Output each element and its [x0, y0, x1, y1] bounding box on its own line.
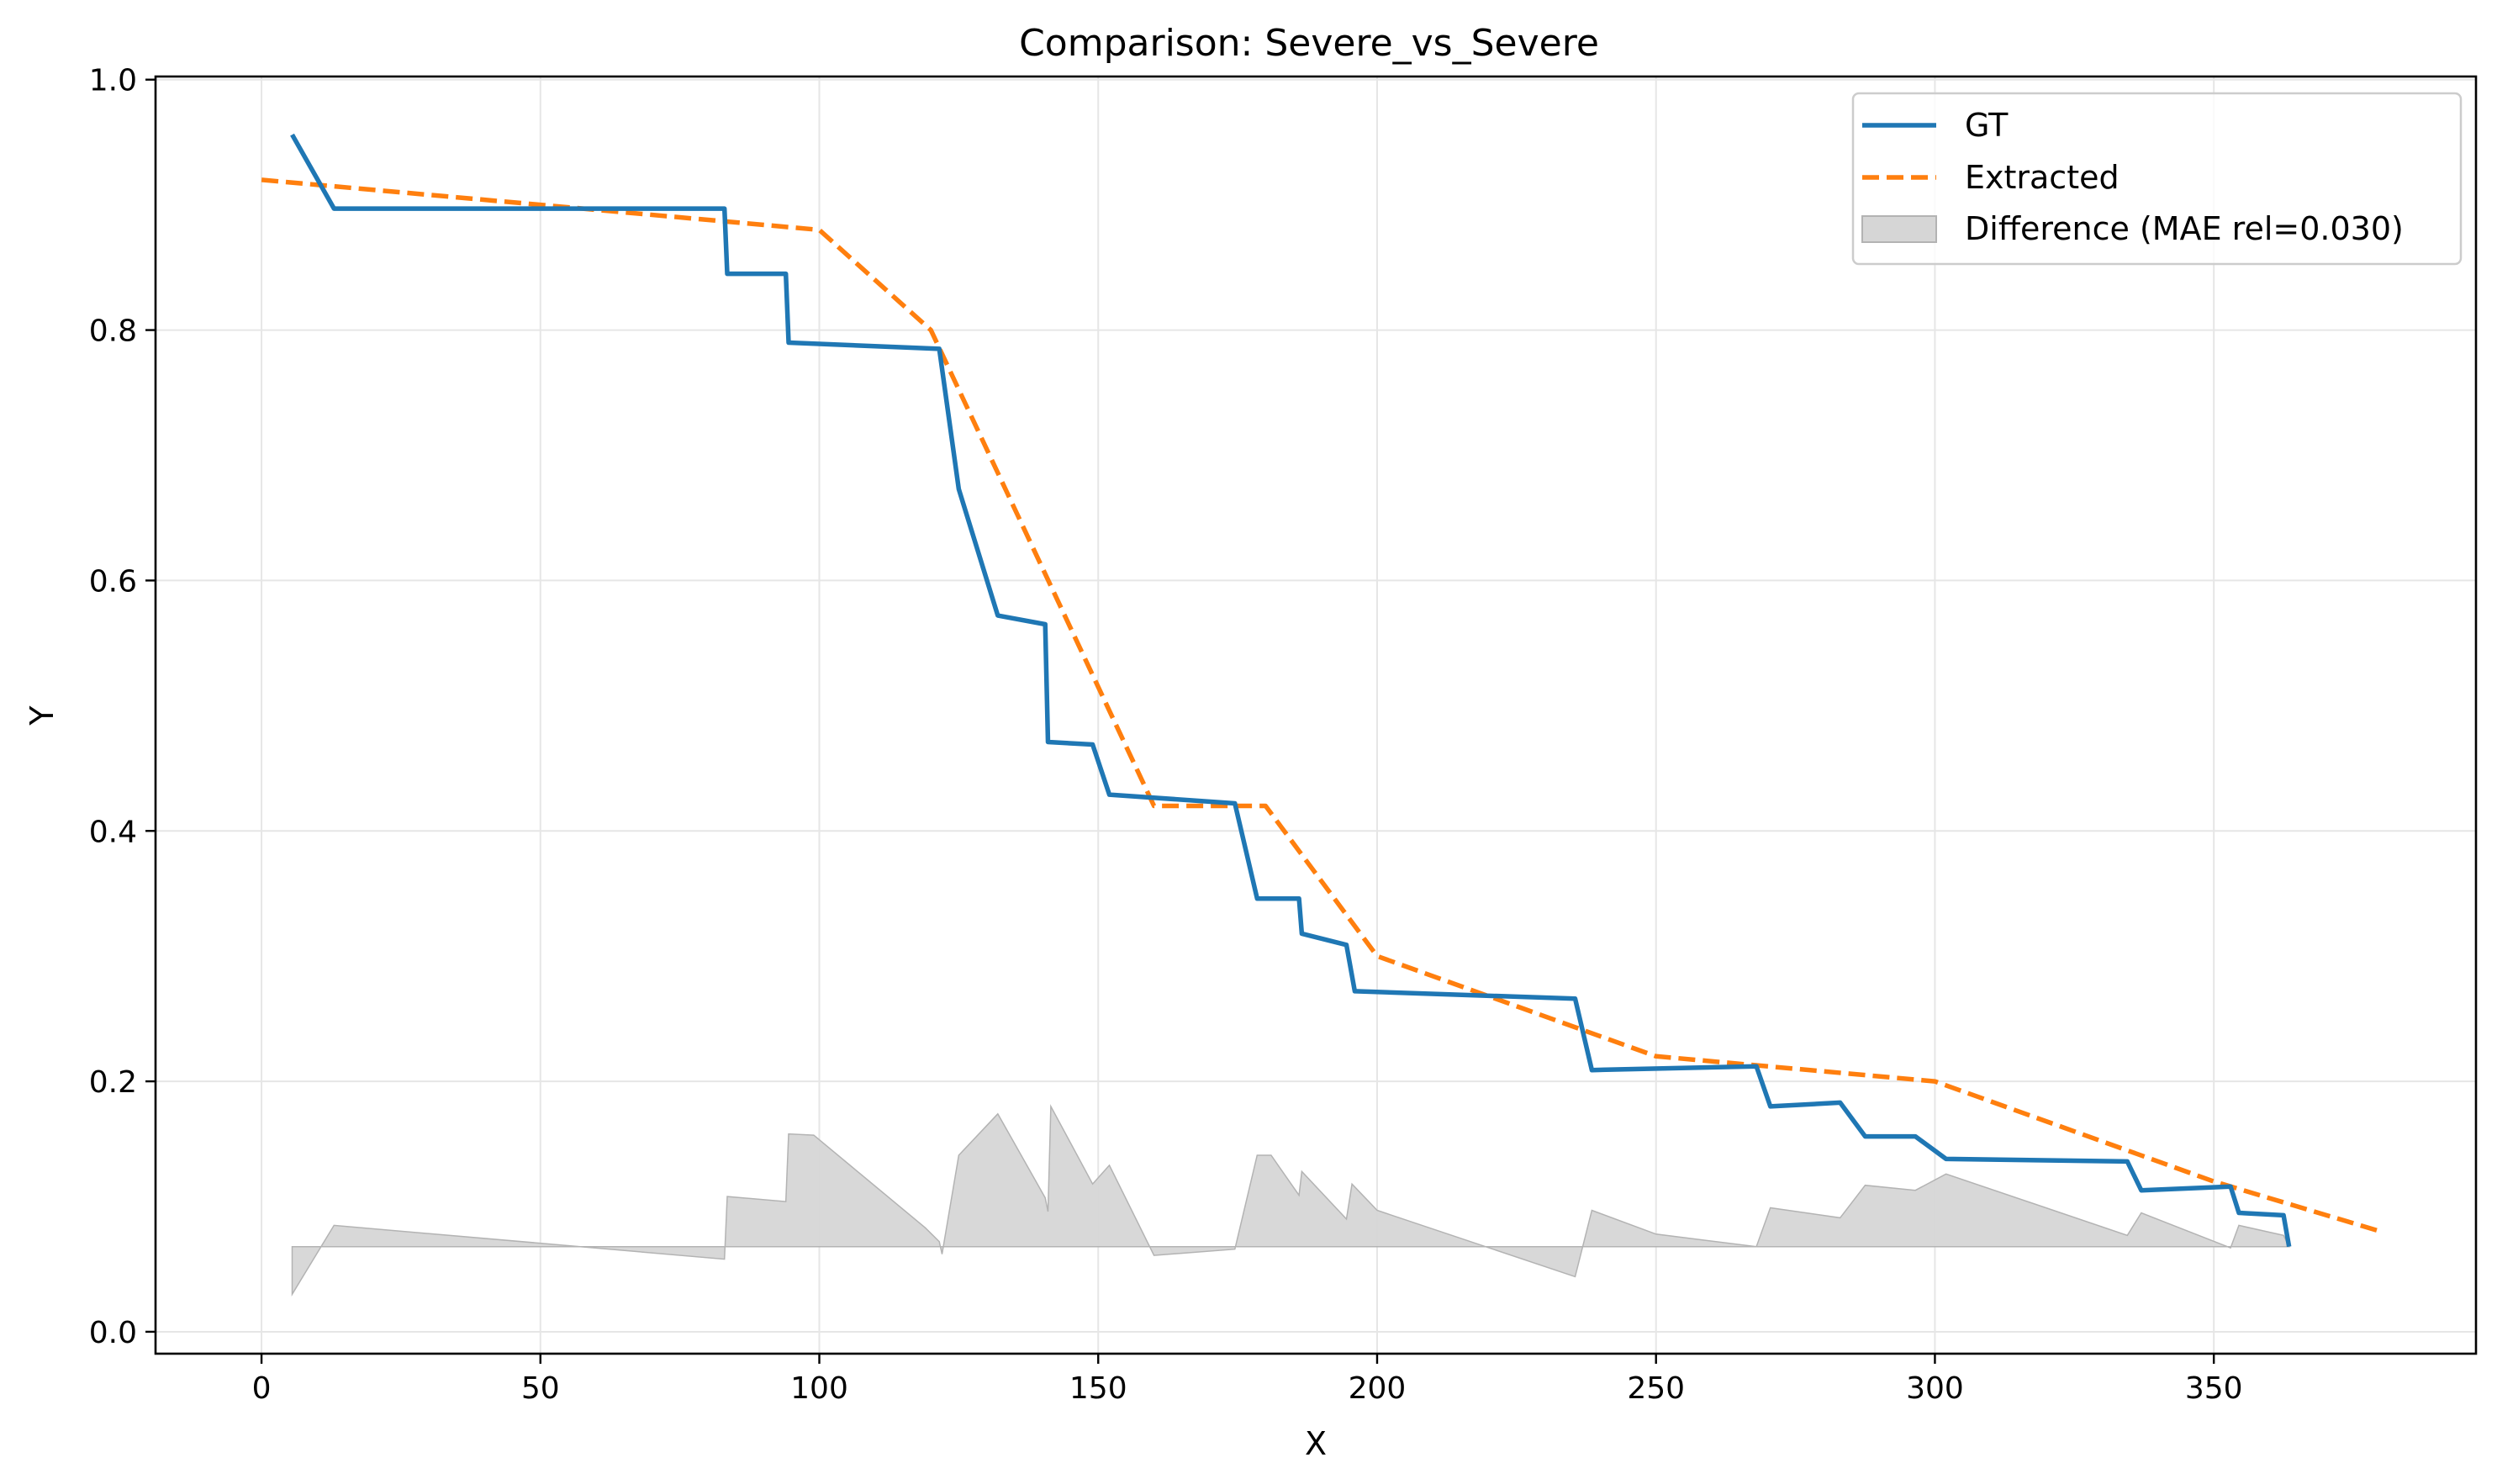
y-tick-label: 0.0	[89, 1316, 137, 1350]
x-tick-label: 150	[1069, 1371, 1127, 1406]
lines-layer	[261, 133, 2382, 1248]
y-tick-label: 0.2	[89, 1065, 137, 1100]
legend-difference-swatch	[1861, 215, 1937, 243]
gt-line	[290, 133, 2292, 1248]
plot-frame	[154, 75, 2478, 1355]
x-tick-label: 300	[1906, 1371, 1964, 1406]
x-tick-label: 200	[1349, 1371, 1407, 1406]
grid	[156, 77, 2476, 1354]
y-axis-label: Y	[24, 705, 61, 726]
legend-difference-label: Difference (MAE rel=0.030)	[1965, 210, 2404, 247]
y-tick-label: 0.6	[89, 564, 137, 599]
legend-gt-label: GT	[1965, 107, 2009, 144]
y-tick-label: 0.8	[89, 314, 137, 349]
x-tick-label: 350	[2185, 1371, 2243, 1406]
y-tick-label: 1.0	[89, 64, 137, 98]
chart-title: Comparison: Severe_vs_Severe	[1019, 22, 1599, 65]
x-axis-label: X	[1305, 1425, 1327, 1462]
difference-layer	[291, 1104, 2290, 1297]
x-tick-label: 0	[252, 1371, 272, 1406]
difference-area	[291, 1104, 2290, 1297]
x-tick-label: 100	[790, 1371, 848, 1406]
legend: GT Extracted Difference (MAE rel=0.030)	[1851, 92, 2463, 266]
y-axis-ticks: 0.0 0.2 0.4 0.6 0.8 1.0	[89, 64, 156, 1350]
legend-extracted-label: Extracted	[1965, 159, 2120, 196]
x-axis-ticks: 0 50 100 150 200 250 300 350	[252, 1354, 2243, 1406]
x-tick-label: 250	[1627, 1371, 1685, 1406]
legend-box	[1851, 92, 2463, 266]
y-tick-label: 0.4	[89, 815, 137, 849]
x-tick-label: 50	[521, 1371, 560, 1406]
